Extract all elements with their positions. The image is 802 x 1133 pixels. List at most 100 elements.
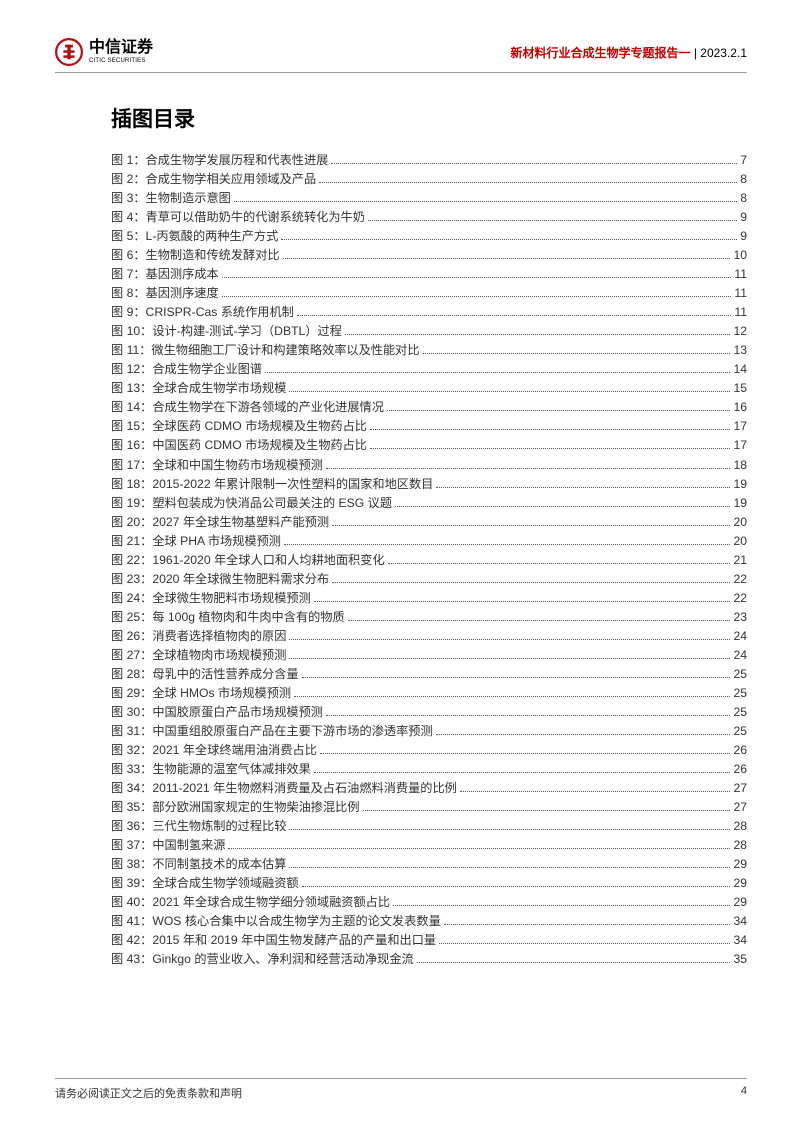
toc-entry-label: 图 43：Ginkgo 的营业收入、净利润和经营活动净现金流 (111, 950, 414, 969)
toc-entry-label: 图 18：2015-2022 年累计限制一次性塑料的国家和地区数目 (111, 475, 433, 494)
page-footer: 请务必阅读正文之后的免责条款和声明 4 (55, 1078, 747, 1101)
toc-entry: 图 14：合成生物学在下游各领域的产业化进展情况 16 (111, 398, 747, 417)
toc-entry-label: 图 33：生物能源的温室气体减排效果 (111, 760, 311, 779)
toc-entry-page: 17 (733, 417, 747, 436)
toc-entry-label: 图 39：全球合成生物学领域融资额 (111, 874, 299, 893)
toc-entry-page: 25 (733, 665, 747, 684)
toc-entry-leader (388, 563, 731, 564)
toc-entry-leader (234, 201, 737, 202)
toc-entry-label: 图 6：生物制造和传统发酵对比 (111, 246, 280, 265)
toc-entry-page: 17 (733, 436, 747, 455)
toc-entry-label: 图 22：1961-2020 年全球人口和人均耕地面积变化 (111, 551, 385, 570)
toc-entry-label: 图 27：全球植物肉市场规模预测 (111, 646, 286, 665)
footer-page-number: 4 (741, 1085, 747, 1101)
toc-entry-leader (417, 962, 731, 963)
toc-entry: 图 11：微生物细胞工厂设计和构建策略效率以及性能对比 13 (111, 341, 747, 360)
toc-entry-label: 图 32：2021 年全球终端用油消费占比 (111, 741, 317, 760)
toc-entry-label: 图 29：全球 HMOs 市场规模预测 (111, 684, 291, 703)
toc-entry-label: 图 23：2020 年全球微生物肥料需求分布 (111, 570, 329, 589)
toc-entry-leader (370, 429, 730, 430)
toc-entry-leader (423, 353, 731, 354)
toc-entry-page: 22 (733, 589, 747, 608)
toc-entry-label: 图 3：生物制造示意图 (111, 189, 231, 208)
toc-entry-label: 图 14：合成生物学在下游各领域的产业化进展情况 (111, 398, 384, 417)
toc-entry: 图 16：中国医药 CDMO 市场规模及生物药占比 17 (111, 436, 747, 455)
toc-entry: 图 34：2011-2021 年生物燃料消费量及占石油燃料消费量的比例 27 (111, 779, 747, 798)
toc-entry-leader (289, 391, 730, 392)
toc-entry-label: 图 28：母乳中的活性营养成分含量 (111, 665, 299, 684)
toc-entry-page: 27 (733, 779, 747, 798)
toc-entry-label: 图 20：2027 年全球生物基塑料产能预测 (111, 513, 329, 532)
toc-entry: 图 7：基因测序成本 11 (111, 265, 747, 284)
toc-entry-leader (393, 905, 730, 906)
toc-entry-label: 图 9：CRISPR-Cas 系统作用机制 (111, 303, 294, 322)
toc-entry-page: 34 (733, 912, 747, 931)
toc-entry-page: 18 (733, 456, 747, 475)
toc-entry: 图 4：青草可以借助奶牛的代谢系统转化为牛奶 9 (111, 208, 747, 227)
toc-entry-leader (345, 334, 731, 335)
toc-entry-leader (395, 506, 730, 507)
toc-entry: 图 20：2027 年全球生物基塑料产能预测 20 (111, 513, 747, 532)
toc-entry-page: 35 (733, 950, 747, 969)
toc-entry-leader (363, 810, 731, 811)
toc-entry-page: 11 (734, 303, 747, 322)
toc-entry-label: 图 16：中国医药 CDMO 市场规模及生物药占比 (111, 436, 367, 455)
toc-entry-page: 29 (733, 855, 747, 874)
toc-entry-page: 19 (733, 494, 747, 513)
toc-entry-leader (302, 677, 731, 678)
toc-entry-label: 图 15：全球医药 CDMO 市场规模及生物药占比 (111, 417, 367, 436)
toc-entry-page: 25 (733, 703, 747, 722)
toc-entry-page: 9 (740, 208, 747, 227)
logo-text-cn: 中信证券 (89, 40, 153, 56)
header-separator: | (690, 46, 700, 60)
toc-entry: 图 17：全球和中国生物药市场规模预测 18 (111, 456, 747, 475)
toc-entry-label: 图 13：全球合成生物学市场规模 (111, 379, 286, 398)
toc-entry-label: 图 7：基因测序成本 (111, 265, 219, 284)
toc-entry-leader (348, 620, 731, 621)
toc-entry-leader (283, 258, 731, 259)
toc-entry-label: 图 37：中国制氢来源 (111, 836, 225, 855)
toc-entry-label: 图 26：消费者选择植物肉的原因 (111, 627, 286, 646)
toc-entry-page: 19 (733, 475, 747, 494)
toc-entry-leader (436, 487, 730, 488)
toc-entry-page: 13 (733, 341, 747, 360)
toc-entry-page: 20 (733, 513, 747, 532)
toc-entry-leader (294, 696, 730, 697)
toc-entry-page: 10 (733, 246, 747, 265)
toc-entry-page: 20 (733, 532, 747, 551)
toc-entry: 图 41：WOS 核心合集中以合成生物学为主题的论文发表数量 34 (111, 912, 747, 931)
toc-entry-leader (332, 525, 730, 526)
toc-entry: 图 27：全球植物肉市场规模预测 24 (111, 646, 747, 665)
toc-entry-page: 28 (733, 817, 747, 836)
toc-entry: 图 40：2021 年全球合成生物学细分领域融资额占比 29 (111, 893, 747, 912)
toc-entry-label: 图 12：合成生物学企业图谱 (111, 360, 262, 379)
toc-entry-page: 14 (733, 360, 747, 379)
logo-text-en: CITIC SECURITIES (89, 58, 153, 64)
footer-disclaimer: 请务必阅读正文之后的免责条款和声明 (55, 1085, 242, 1101)
toc-entry-label: 图 42：2015 年和 2019 年中国生物发酵产品的产量和出口量 (111, 931, 436, 950)
toc-entry-page: 25 (733, 722, 747, 741)
toc-entry-page: 7 (740, 151, 747, 170)
toc-entry-page: 25 (733, 684, 747, 703)
toc-entry-label: 图 1：合成生物学发展历程和代表性进展 (111, 151, 328, 170)
toc-entry: 图 9：CRISPR-Cas 系统作用机制 11 (111, 303, 747, 322)
toc-entry-page: 24 (733, 627, 747, 646)
toc-entry-label: 图 19：塑料包装成为快消品公司最关注的 ESG 议题 (111, 494, 392, 513)
toc-entry: 图 36：三代生物炼制的过程比较 28 (111, 817, 747, 836)
toc-entry: 图 29：全球 HMOs 市场规模预测 25 (111, 684, 747, 703)
toc-entry-leader (444, 924, 731, 925)
toc-entry: 图 5：L-丙氨酸的两种生产方式 9 (111, 227, 747, 246)
toc-entry-label: 图 41：WOS 核心合集中以合成生物学为主题的论文发表数量 (111, 912, 441, 931)
toc-entry: 图 38：不同制氢技术的成本估算 29 (111, 855, 747, 874)
header-doc-title: 新材料行业合成生物学专题报告一 (510, 46, 690, 60)
toc-entry: 图 33：生物能源的温室气体减排效果 26 (111, 760, 747, 779)
toc-entry-leader (222, 277, 732, 278)
toc-entry: 图 8：基因测序速度 11 (111, 284, 747, 303)
toc-entry: 图 13：全球合成生物学市场规模 15 (111, 379, 747, 398)
toc-entry-label: 图 31：中国重组胶原蛋白产品在主要下游市场的渗透率预测 (111, 722, 433, 741)
toc-entry: 图 15：全球医药 CDMO 市场规模及生物药占比 17 (111, 417, 747, 436)
toc-entry-leader (222, 296, 732, 297)
toc-entry-page: 28 (733, 836, 747, 855)
toc-entry-leader (439, 943, 730, 944)
toc-entry-leader (331, 163, 737, 164)
